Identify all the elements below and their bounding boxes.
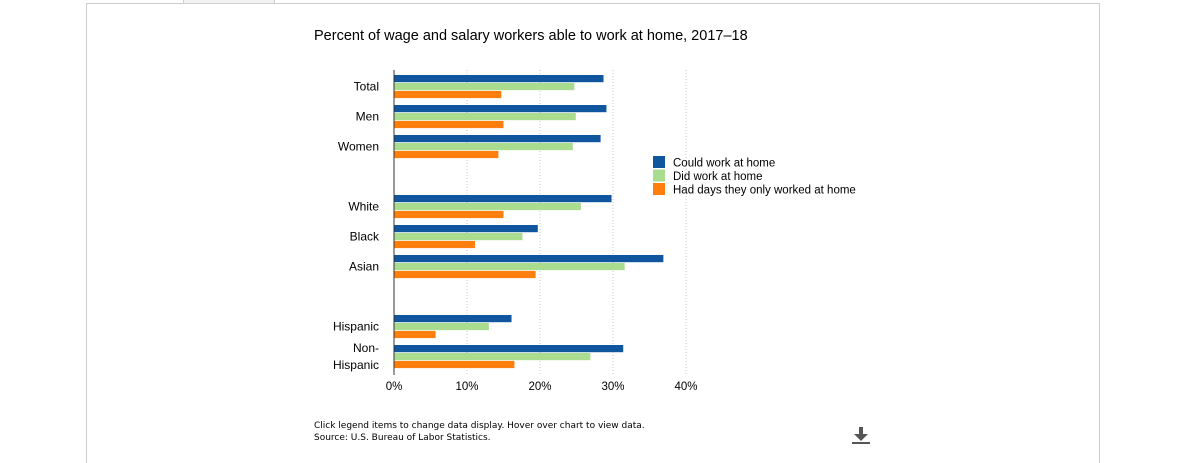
bar[interactable] bbox=[394, 322, 489, 331]
x-tick-label: 0% bbox=[386, 381, 403, 393]
bar[interactable] bbox=[394, 240, 476, 249]
x-tick-label: 40% bbox=[674, 381, 697, 393]
x-tick-label: 20% bbox=[528, 381, 551, 393]
category-label: Men bbox=[356, 110, 379, 124]
chart-instructions: Click legend items to change data displa… bbox=[314, 421, 645, 431]
bar[interactable] bbox=[394, 90, 502, 99]
chart-source: Source: U.S. Bureau of Labor Statistics. bbox=[314, 433, 491, 443]
x-tick-label: 30% bbox=[601, 381, 624, 393]
bar[interactable] bbox=[394, 255, 664, 263]
bar[interactable] bbox=[394, 330, 436, 339]
x-tick-label: 10% bbox=[455, 381, 478, 393]
bar[interactable] bbox=[394, 135, 601, 143]
bar[interactable] bbox=[394, 210, 504, 219]
category-label: Total bbox=[354, 80, 379, 94]
bar[interactable] bbox=[394, 360, 515, 369]
bar[interactable] bbox=[394, 225, 538, 233]
legend-label[interactable]: Could work at home bbox=[673, 158, 775, 170]
bar[interactable] bbox=[394, 120, 504, 129]
download-icon[interactable] bbox=[850, 426, 872, 446]
tab-stub[interactable] bbox=[183, 0, 275, 4]
bar[interactable] bbox=[394, 232, 523, 241]
legend-label[interactable]: Had days they only worked at home bbox=[673, 185, 856, 197]
bar-chart: Total Men Women White Black Asian Hispanic Non-… bbox=[333, 70, 856, 393]
chart-note: Click legend items to change data displa… bbox=[314, 420, 645, 444]
legend-label[interactable]: Did work at home bbox=[673, 171, 762, 183]
legend-swatch[interactable] bbox=[653, 183, 665, 195]
category-label: Women bbox=[338, 140, 379, 154]
bar[interactable] bbox=[394, 195, 612, 203]
category-label: White bbox=[348, 200, 379, 214]
bar[interactable] bbox=[394, 352, 591, 361]
bar[interactable] bbox=[394, 262, 625, 271]
bar[interactable] bbox=[394, 315, 512, 323]
bar[interactable] bbox=[394, 202, 581, 211]
category-label: Asian bbox=[349, 260, 379, 274]
chart-panel bbox=[86, 3, 1100, 463]
legend-swatch[interactable] bbox=[653, 156, 665, 168]
bar[interactable] bbox=[394, 75, 604, 83]
bar[interactable] bbox=[394, 345, 624, 353]
bar[interactable] bbox=[394, 112, 576, 121]
category-label: Non- bbox=[353, 341, 379, 355]
bar[interactable] bbox=[394, 142, 573, 151]
legend-swatch[interactable] bbox=[653, 169, 665, 182]
category-label: Hispanic bbox=[333, 320, 379, 334]
category-label: Hispanic bbox=[333, 358, 379, 372]
category-label: Black bbox=[350, 230, 380, 244]
chart-title: Percent of wage and salary workers able … bbox=[314, 28, 748, 44]
bar[interactable] bbox=[394, 82, 575, 91]
bar[interactable] bbox=[394, 150, 499, 159]
bar[interactable] bbox=[394, 270, 536, 279]
bar[interactable] bbox=[394, 105, 607, 113]
